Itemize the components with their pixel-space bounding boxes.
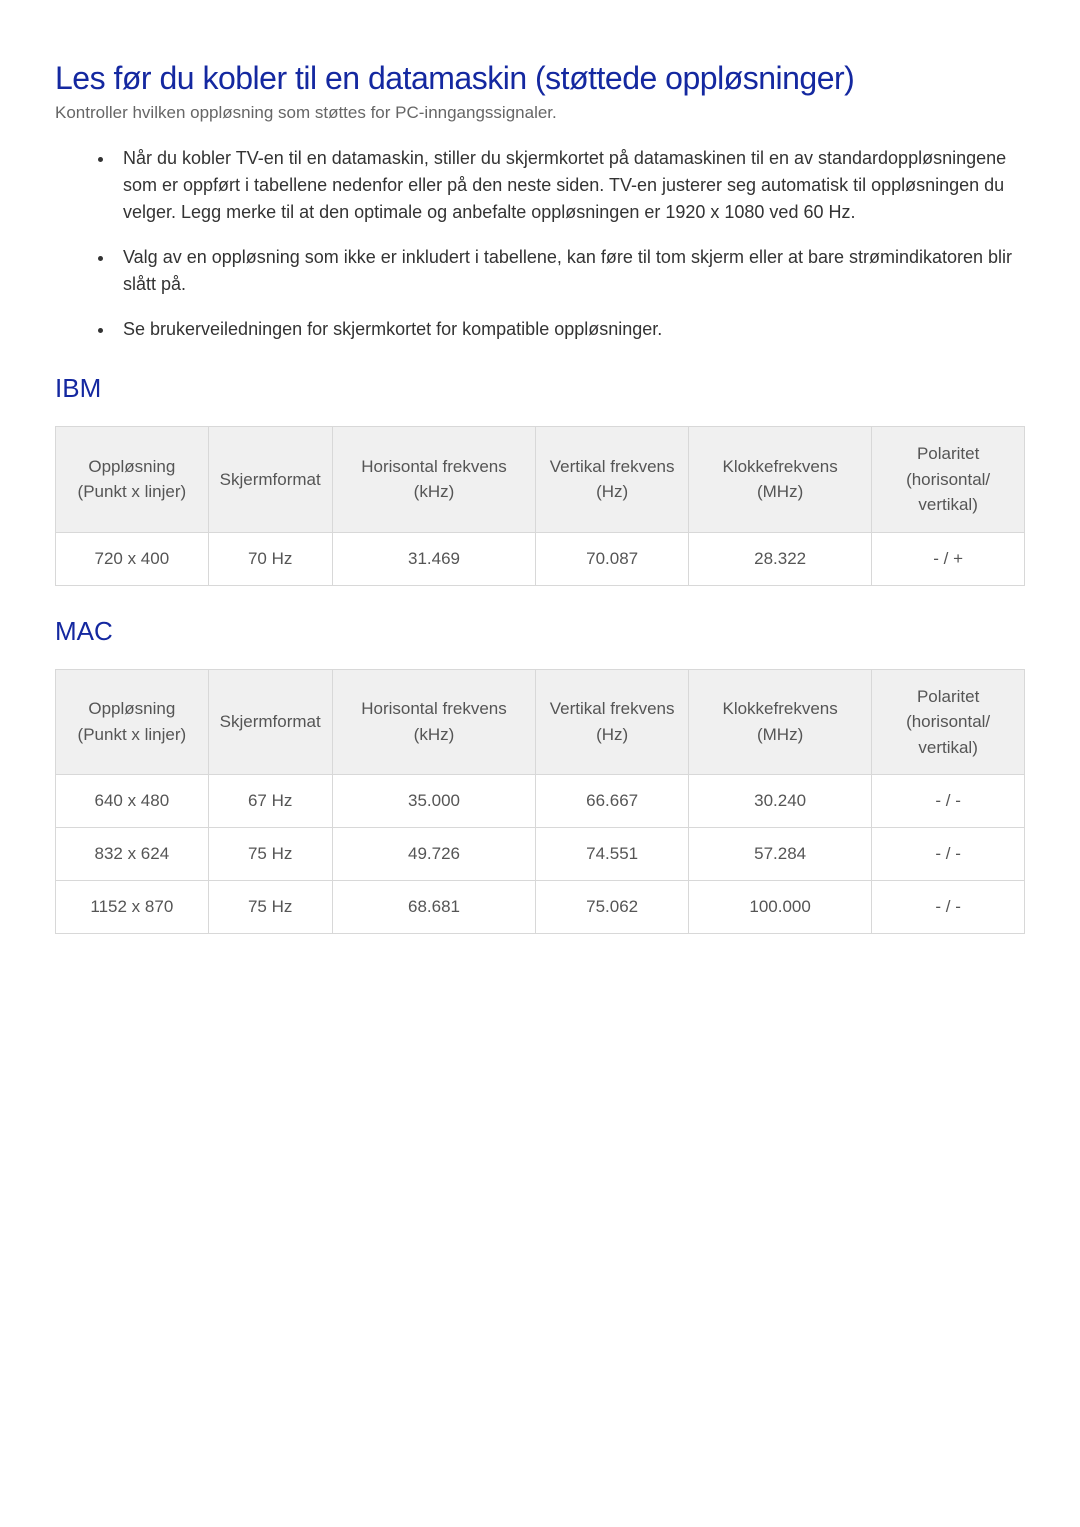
table-cell: 640 x 480 (56, 775, 209, 828)
table-cell: - / + (872, 532, 1025, 585)
table-header-cell: Polaritet(horisontal/vertikal) (872, 669, 1025, 775)
table-cell: 75 Hz (208, 881, 332, 934)
resolution-table: Oppløsning(Punkt x linjer)SkjermformatHo… (55, 426, 1025, 586)
table-row: 832 x 62475 Hz49.72674.55157.284- / - (56, 828, 1025, 881)
table-cell: 74.551 (536, 828, 689, 881)
table-header-cell: Horisontal frekvens(kHz) (332, 669, 536, 775)
table-cell: 57.284 (689, 828, 872, 881)
bullet-item: Se brukerveiledningen for skjermkortet f… (115, 316, 1025, 343)
table-cell: 30.240 (689, 775, 872, 828)
table-cell: 49.726 (332, 828, 536, 881)
section-heading: MAC (55, 616, 1025, 647)
table-cell: 28.322 (689, 532, 872, 585)
table-cell: 75 Hz (208, 828, 332, 881)
table-header-cell: Vertikal frekvens(Hz) (536, 427, 689, 533)
table-header-cell: Horisontal frekvens(kHz) (332, 427, 536, 533)
table-header-cell: Skjermformat (208, 669, 332, 775)
resolution-table: Oppløsning(Punkt x linjer)SkjermformatHo… (55, 669, 1025, 935)
table-header-cell: Oppløsning(Punkt x linjer) (56, 427, 209, 533)
table-cell: 31.469 (332, 532, 536, 585)
section-heading: IBM (55, 373, 1025, 404)
table-cell: - / - (872, 881, 1025, 934)
table-cell: 35.000 (332, 775, 536, 828)
bullet-item: Når du kobler TV-en til en datamaskin, s… (115, 145, 1025, 226)
table-header-cell: Skjermformat (208, 427, 332, 533)
page-title: Les før du kobler til en datamaskin (stø… (55, 60, 1025, 97)
table-row: 1152 x 87075 Hz68.68175.062100.000- / - (56, 881, 1025, 934)
table-cell: - / - (872, 775, 1025, 828)
bullet-item: Valg av en oppløsning som ikke er inklud… (115, 244, 1025, 298)
table-cell: - / - (872, 828, 1025, 881)
page-subtitle: Kontroller hvilken oppløsning som støtte… (55, 103, 1025, 123)
table-header-cell: Polaritet(horisontal/vertikal) (872, 427, 1025, 533)
table-header-cell: Klokkefrekvens(MHz) (689, 669, 872, 775)
table-cell: 100.000 (689, 881, 872, 934)
table-cell: 832 x 624 (56, 828, 209, 881)
table-row: 720 x 40070 Hz31.46970.08728.322- / + (56, 532, 1025, 585)
table-header-cell: Oppløsning(Punkt x linjer) (56, 669, 209, 775)
table-cell: 68.681 (332, 881, 536, 934)
table-cell: 1152 x 870 (56, 881, 209, 934)
table-header-cell: Vertikal frekvens(Hz) (536, 669, 689, 775)
table-cell: 67 Hz (208, 775, 332, 828)
table-cell: 70.087 (536, 532, 689, 585)
bullet-list: Når du kobler TV-en til en datamaskin, s… (55, 145, 1025, 343)
table-row: 640 x 48067 Hz35.00066.66730.240- / - (56, 775, 1025, 828)
table-cell: 70 Hz (208, 532, 332, 585)
table-cell: 75.062 (536, 881, 689, 934)
table-cell: 66.667 (536, 775, 689, 828)
table-header-cell: Klokkefrekvens(MHz) (689, 427, 872, 533)
table-cell: 720 x 400 (56, 532, 209, 585)
